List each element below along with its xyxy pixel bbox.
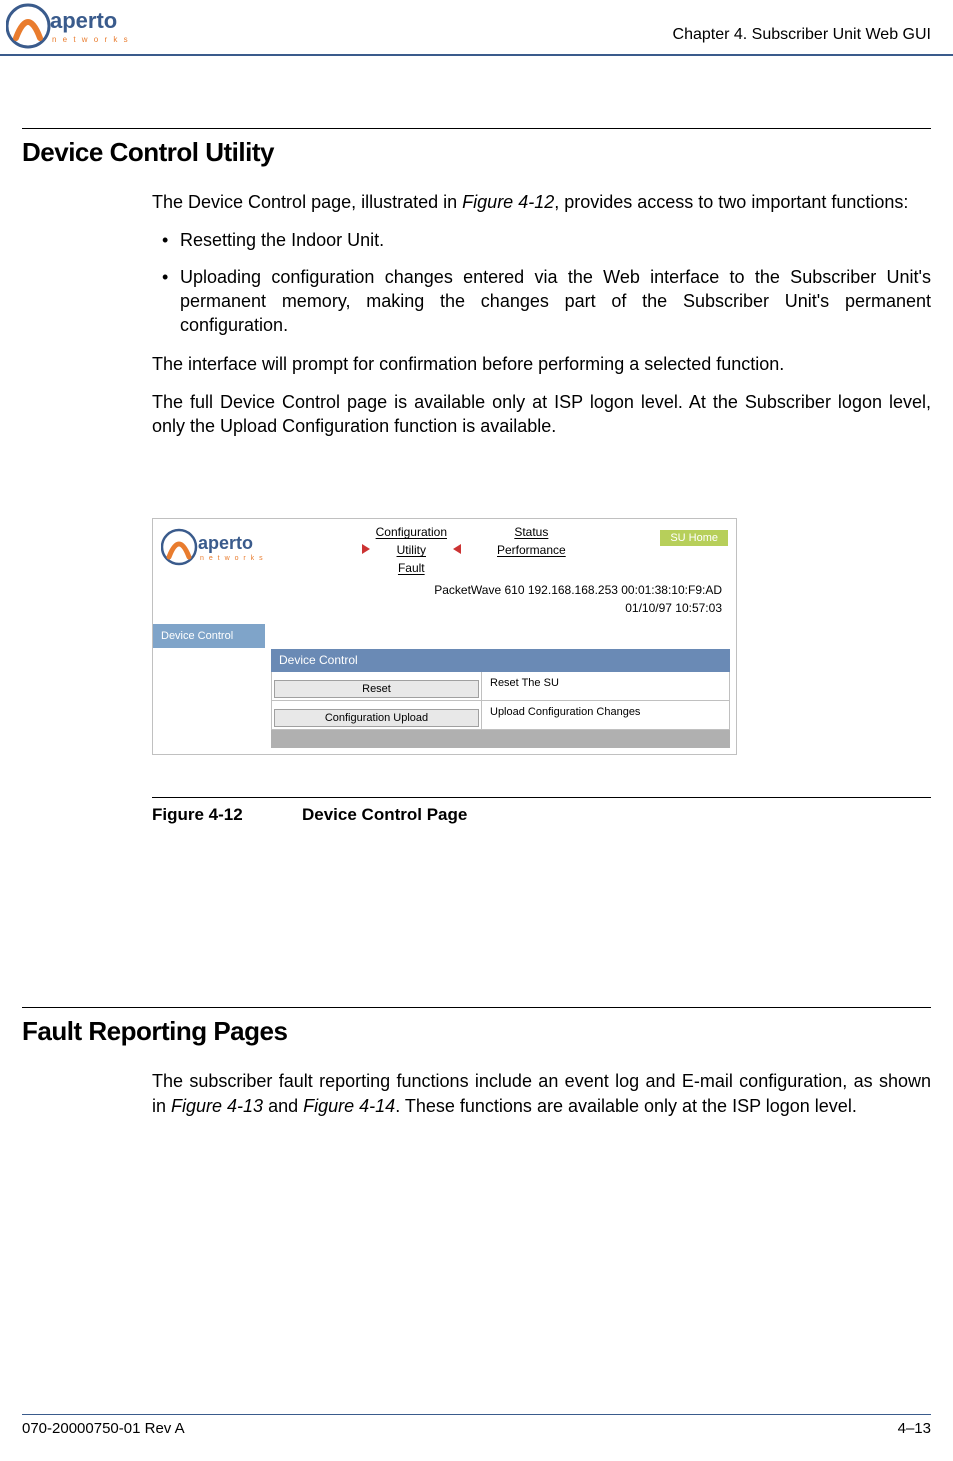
section1-p3: The full Device Control page is availabl…: [152, 390, 931, 439]
upload-desc: Upload Configuration Changes: [482, 701, 729, 729]
nav-link-configuration[interactable]: Configuration: [376, 523, 447, 541]
page-footer: 070-20000750-01 Rev A 4–13: [22, 1414, 931, 1439]
panel-body: Reset Reset The SU Configuration Upload …: [271, 672, 730, 731]
screenshot-home-area: SU Home: [660, 521, 728, 547]
nav-col-2: Status Performance: [497, 523, 566, 577]
nav-link-utility-label: Utility: [376, 541, 447, 559]
screenshot-status-bar: PacketWave 610 192.168.168.253 00:01:38:…: [153, 577, 736, 621]
list-item-upload: Uploading configuration changes entered …: [180, 265, 931, 338]
nav-link-status[interactable]: Status: [497, 523, 566, 541]
page-content: Device Control Utility The Device Contro…: [0, 56, 953, 1118]
p1-text-b: , provides access to two important funct…: [554, 192, 908, 212]
status-line-1: PacketWave 610 192.168.168.253 00:01:38:…: [153, 581, 722, 599]
footer-doc-number: 070-20000750-01 Rev A: [22, 1419, 185, 1439]
section-rule: [22, 128, 931, 129]
upload-button-cell: Configuration Upload: [272, 701, 482, 729]
footer-page-number: 4–13: [898, 1419, 931, 1439]
figure-title: Device Control Page: [302, 805, 467, 824]
panel-row-reset: Reset Reset The SU: [272, 672, 729, 701]
screenshot-header: aperto n e t w o r k s Configuration Uti…: [153, 519, 736, 577]
panel-row-upload: Configuration Upload Upload Configuratio…: [272, 701, 729, 729]
panel-footer: [271, 730, 730, 748]
figure-reference-4-13: Figure 4-13: [171, 1096, 263, 1116]
reset-desc: Reset The SU: [482, 672, 729, 700]
screenshot-sidebar: Device Control: [153, 621, 271, 648]
screenshot-main: Device Control Device Control Reset Rese…: [153, 621, 736, 754]
screenshot-nav: Configuration Utility Fault Status Perfo…: [281, 521, 660, 577]
section-rule-2: [22, 1007, 931, 1008]
page-header: aperto n e t w o r k s Chapter 4. Subscr…: [0, 0, 953, 56]
sidebar-item-device-control[interactable]: Device Control: [153, 624, 265, 648]
screenshot-logo: aperto n e t w o r k s: [161, 521, 281, 573]
figure-caption-rule: [152, 797, 931, 798]
header-logo: aperto n e t w o r k s: [6, 2, 136, 56]
figure-reference-4-12: Figure 4-12: [462, 192, 554, 212]
nav-link-fault[interactable]: Fault: [376, 559, 447, 577]
figure-4-12-container: aperto n e t w o r k s Configuration Uti…: [152, 518, 931, 827]
section1-p2: The interface will prompt for confirmati…: [152, 352, 931, 376]
svg-text:n e t w o r k s: n e t w o r k s: [200, 555, 264, 562]
svg-text:aperto: aperto: [50, 8, 117, 33]
p1-text-a: The Device Control page, illustrated in: [152, 192, 462, 212]
su-home-button[interactable]: SU Home: [660, 530, 728, 546]
figure-caption: Figure 4-12Device Control Page: [152, 804, 931, 827]
nav-link-performance[interactable]: Performance: [497, 541, 566, 559]
nav-link-utility[interactable]: Utility: [376, 541, 447, 559]
device-control-screenshot: aperto n e t w o r k s Configuration Uti…: [152, 518, 737, 755]
svg-text:n e t w o r k s: n e t w o r k s: [52, 35, 130, 44]
device-control-panel: Device Control Reset Reset The SU Config…: [271, 649, 730, 748]
s2-p1-b: and: [263, 1096, 303, 1116]
nav-col-1: Configuration Utility Fault: [376, 523, 447, 577]
figure-number: Figure 4-12: [152, 804, 302, 827]
list-item-reset: Resetting the Indoor Unit.: [180, 228, 931, 252]
svg-text:aperto: aperto: [198, 533, 253, 553]
status-line-2: 01/10/97 10:57:03: [153, 599, 722, 617]
panel-title: Device Control: [271, 649, 730, 671]
reset-button-cell: Reset: [272, 672, 482, 700]
section1-list: Resetting the Indoor Unit. Uploading con…: [152, 228, 931, 337]
section2-p1: The subscriber fault reporting functions…: [152, 1069, 931, 1118]
section-heading-device-control: Device Control Utility: [22, 135, 931, 170]
configuration-upload-button[interactable]: Configuration Upload: [274, 709, 479, 727]
chapter-title: Chapter 4. Subscriber Unit Web GUI: [673, 24, 931, 46]
s2-p1-c: . These functions are available only at …: [395, 1096, 857, 1116]
section1-p1: The Device Control page, illustrated in …: [152, 190, 931, 214]
figure-reference-4-14: Figure 4-14: [303, 1096, 395, 1116]
section-heading-fault-reporting: Fault Reporting Pages: [22, 1014, 931, 1049]
section2-body: The subscriber fault reporting functions…: [152, 1069, 931, 1118]
section1-body: The Device Control page, illustrated in …: [152, 190, 931, 438]
reset-button[interactable]: Reset: [274, 680, 479, 698]
